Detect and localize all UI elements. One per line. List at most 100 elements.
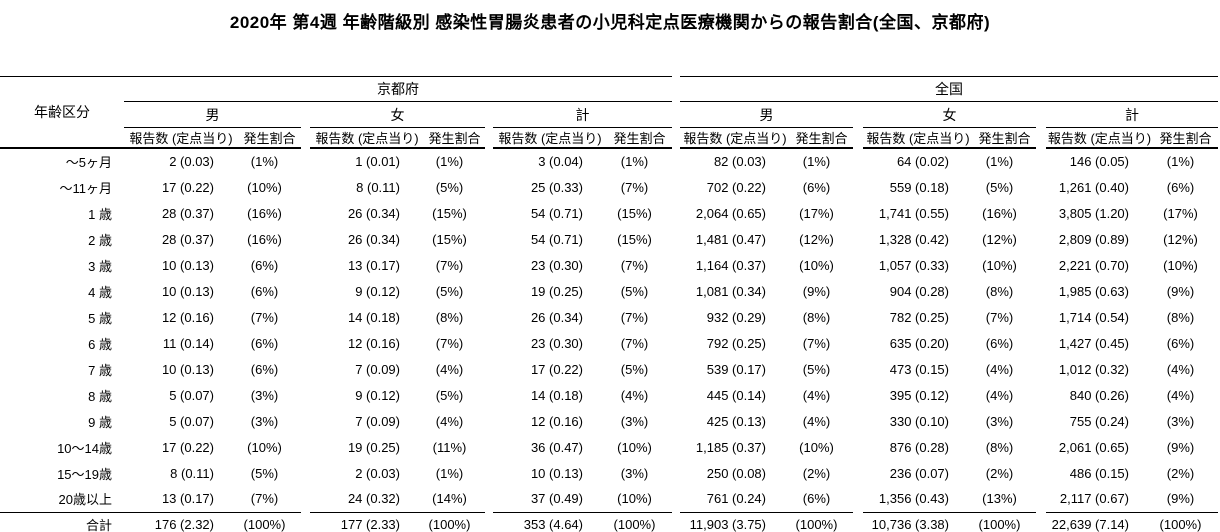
incidence-share-cell: (4%) xyxy=(1166,361,1195,377)
spacer-cell xyxy=(1036,278,1046,304)
incidence-share-cell: (5%) xyxy=(435,283,464,299)
report-count-cell: 14 (0.18) xyxy=(347,309,400,325)
spacer-cell xyxy=(301,512,310,532)
spacer-cell xyxy=(301,200,310,226)
spacer-cell xyxy=(301,382,310,408)
incidence-share-cell: (12%) xyxy=(799,231,834,247)
spacer-cell xyxy=(1036,174,1046,200)
report-count-cell: 1,741 (0.55) xyxy=(878,205,949,221)
spacer-cell xyxy=(301,128,310,149)
report-count-cell: 1,714 (0.54) xyxy=(1058,309,1129,325)
incidence-share-cell: (15%) xyxy=(432,205,467,221)
report-count-cell: 445 (0.14) xyxy=(706,387,766,403)
incidence-share-cell: (7%) xyxy=(620,309,649,325)
spacer-cell xyxy=(853,200,863,226)
spacer-cell xyxy=(301,148,310,174)
age-label: 9 歳 xyxy=(88,414,112,430)
table-row: 9 歳 5 (0.07) (3%) 7 (0.09) (4%) 12 (0.16… xyxy=(0,408,1218,434)
spacer-cell xyxy=(485,304,493,330)
age-label: 〜5ヶ月 xyxy=(65,155,112,170)
report-count-cell: 54 (0.71) xyxy=(530,205,583,221)
incidence-share-cell: (7%) xyxy=(250,491,279,507)
table-row: 〜5ヶ月 2 (0.03) (1%) 1 (0.01) (1%) 3 (0.04… xyxy=(0,148,1218,174)
spacer-cell xyxy=(1036,356,1046,382)
spacer-cell xyxy=(672,356,680,382)
sex-header-row: 男 女 計 男 女 計 xyxy=(0,101,1218,128)
incidence-share-cell: (2%) xyxy=(1166,465,1195,481)
incidence-share-cell: (6%) xyxy=(1166,335,1195,351)
incidence-share-cell: (5%) xyxy=(620,283,649,299)
age-label: 20歳以上 xyxy=(58,492,112,508)
incidence-share-cell: (1%) xyxy=(620,154,649,169)
spacer-cell xyxy=(672,408,680,434)
spacer-cell xyxy=(1036,408,1046,434)
spacer-cell xyxy=(672,102,680,128)
incidence-share-cell: (100%) xyxy=(1153,511,1218,532)
table-body: 〜5ヶ月 2 (0.03) (1%) 1 (0.01) (1%) 3 (0.04… xyxy=(0,148,1218,532)
spacer-cell xyxy=(1036,128,1046,149)
spacer-cell xyxy=(1036,148,1046,174)
report-count-cell: 13 (0.17) xyxy=(347,257,400,273)
incidence-share-cell: (1%) xyxy=(802,154,831,169)
report-count-cell: 11 (0.14) xyxy=(162,335,214,351)
report-count-cell: 2 (0.03) xyxy=(355,465,400,481)
report-count-cell: 7 (0.09) xyxy=(355,361,400,377)
incidence-share-cell: (1%) xyxy=(985,154,1014,169)
incidence-share-cell: (7%) xyxy=(435,257,464,273)
age-label: 合計 xyxy=(0,511,124,532)
incidence-share-cell: (6%) xyxy=(250,283,279,299)
report-count-cell: 10 (0.13) xyxy=(161,283,214,299)
report-count-cell: 12 (0.16) xyxy=(347,335,400,351)
spacer-cell xyxy=(672,460,680,486)
report-count-cell: 8 (0.11) xyxy=(356,179,400,195)
report-count-cell: 5 (0.07) xyxy=(169,387,214,403)
spacer-cell xyxy=(1036,330,1046,356)
incidence-share-cell: (100%) xyxy=(790,511,853,532)
incidence-share-cell: (10%) xyxy=(617,439,652,455)
spacer-cell xyxy=(301,408,310,434)
incidence-share-cell: (6%) xyxy=(250,335,279,351)
age-label: 〜11ヶ月 xyxy=(59,180,113,196)
spacer-cell xyxy=(1036,226,1046,252)
report-count-cell: 1,164 (0.37) xyxy=(695,257,766,273)
report-count-cell: 250 (0.08) xyxy=(706,465,766,481)
report-count-cell: 702 (0.22) xyxy=(706,179,766,195)
spacer-cell xyxy=(672,330,680,356)
report-count-cell: 12 (0.16) xyxy=(161,309,214,325)
spacer-cell xyxy=(853,512,863,532)
metric-header-count: 報告数 (定点当り) xyxy=(863,127,973,149)
table-row: 3 歳 10 (0.13) (6%) 13 (0.17) (7%) 23 (0.… xyxy=(0,252,1218,278)
spacer-cell xyxy=(301,226,310,252)
spacer-cell xyxy=(1036,486,1046,512)
incidence-share-cell: (9%) xyxy=(1166,491,1195,507)
table-row: 4 歳 10 (0.13) (6%) 9 (0.12) (5%) 19 (0.2… xyxy=(0,278,1218,304)
incidence-share-cell: (8%) xyxy=(985,283,1014,299)
spacer-cell xyxy=(1036,200,1046,226)
report-count-cell: 236 (0.07) xyxy=(889,465,949,481)
incidence-share-cell: (10%) xyxy=(1163,257,1198,273)
report-count-cell: 473 (0.15) xyxy=(889,361,949,377)
incidence-share-cell: (7%) xyxy=(250,309,279,325)
incidence-share-cell: (4%) xyxy=(985,387,1014,403)
report-count-cell: 840 (0.26) xyxy=(1069,387,1129,403)
spacer-cell xyxy=(672,128,680,149)
incidence-share-cell: (1%) xyxy=(435,465,464,481)
incidence-share-cell: (3%) xyxy=(620,413,649,429)
spacer-cell xyxy=(1036,382,1046,408)
age-label: 1 歳 xyxy=(88,206,112,222)
incidence-share-cell: (13%) xyxy=(982,491,1017,507)
spacer-cell xyxy=(672,434,680,460)
report-count-cell: 353 (4.64) xyxy=(493,511,607,532)
spacer-cell xyxy=(1036,434,1046,460)
incidence-share-cell: (100%) xyxy=(424,511,485,532)
incidence-share-cell: (15%) xyxy=(432,231,467,247)
incidence-share-cell: (9%) xyxy=(1166,283,1195,299)
report-count-cell: 2,064 (0.65) xyxy=(695,205,766,221)
incidence-share-cell: (3%) xyxy=(250,413,279,429)
report-count-cell: 54 (0.71) xyxy=(530,231,583,247)
region-header-kyoto: 京都府 xyxy=(124,76,672,102)
spacer-cell xyxy=(853,128,863,149)
report-count-cell: 3,805 (1.20) xyxy=(1058,205,1129,221)
report-count-cell: 23 (0.30) xyxy=(530,335,583,351)
